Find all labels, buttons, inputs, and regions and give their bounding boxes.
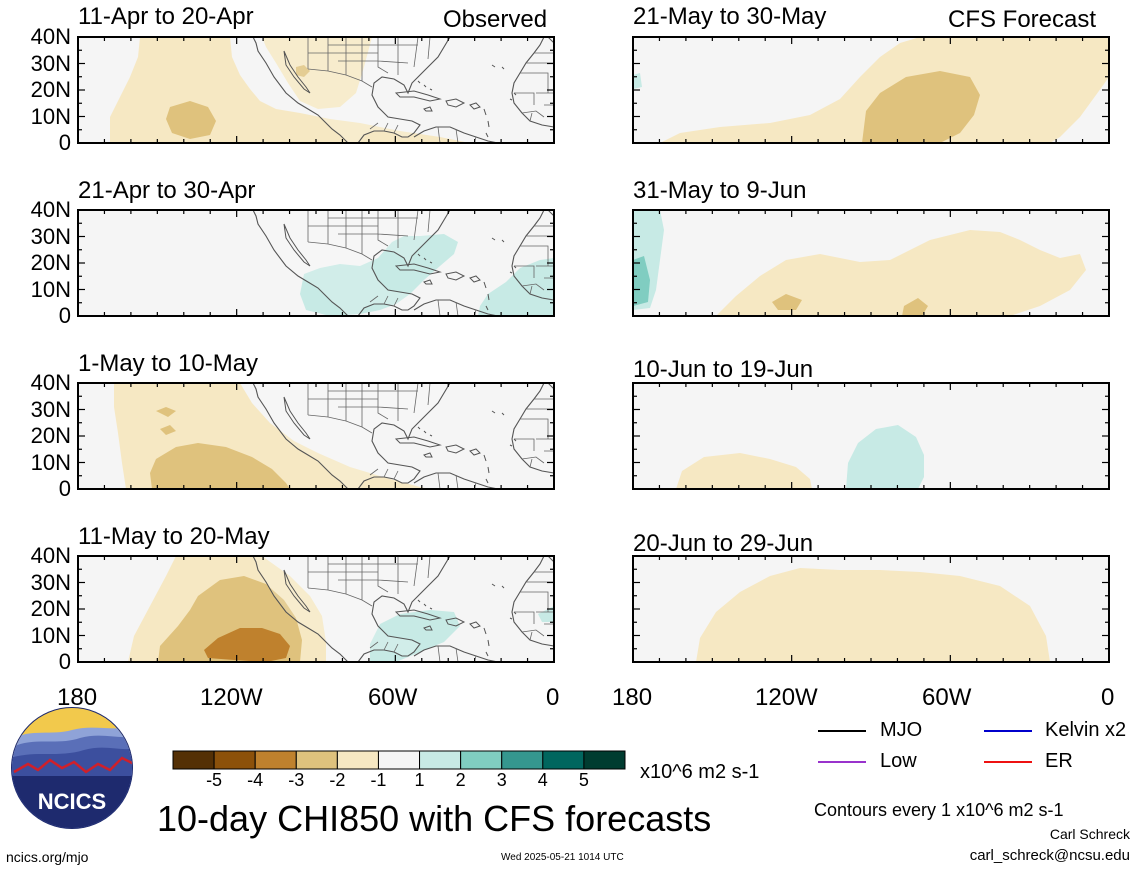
lat-label: 0 (58, 303, 71, 328)
lon-label-120w-right: 120W (755, 684, 818, 711)
colorbar-cell (336, 750, 379, 770)
lat-label: 20N (30, 596, 71, 621)
lat-label: 0 (58, 476, 71, 501)
panel-title-2: 21-Apr to 30-Apr (78, 177, 256, 204)
colorbar-tick-label: -3 (288, 770, 305, 790)
panel-title-7: 10-Jun to 19-Jun (633, 356, 814, 383)
lat-label: 20N (30, 250, 71, 275)
panel-title-3: 1-May to 10-May (78, 350, 259, 377)
lat-label: 10N (30, 622, 71, 648)
legend-line-mjo (818, 730, 866, 732)
colorbar-cell (377, 750, 421, 770)
colorbar-cell (419, 750, 462, 770)
legend-line-low (818, 761, 866, 763)
colorbar-tick-label: -1 (370, 770, 387, 790)
colorbar-cell (172, 750, 215, 770)
lat-label: 30N (30, 569, 71, 595)
panel-title-1: 11-Apr to 20-Apr (78, 3, 254, 30)
author-email: carl_schreck@ncsu.edu (969, 847, 1130, 864)
map-panel-3 (78, 383, 554, 489)
site-url: ncics.org/mjo (6, 849, 89, 865)
colorbar-cell (295, 750, 338, 770)
colorbar-units: x10^6 m2 s-1 (640, 761, 760, 783)
colorbar-cell (542, 750, 585, 770)
lon-label-0-left: 0 (546, 684, 560, 711)
legend-label-kelvin: Kelvin x2 (1045, 719, 1127, 741)
colorbar-tick-label: -5 (206, 770, 223, 790)
colorbar-tick-label: 3 (496, 770, 507, 790)
legend-label-mjo: MJO (880, 719, 923, 741)
legend-line-kelvin (984, 730, 1032, 732)
lat-label: 40N (30, 24, 71, 49)
colorbar (172, 750, 626, 770)
colorbar-cell (460, 750, 503, 770)
lon-label-0-right: 0 (1101, 684, 1115, 711)
tick-marks (77, 36, 1110, 663)
lat-label: 10N (30, 449, 71, 475)
lat-label: 30N (30, 50, 71, 76)
lat-label: 0 (58, 130, 71, 155)
panel-title-8: 20-Jun to 29-Jun (633, 530, 814, 557)
lat-label: 40N (30, 197, 71, 222)
colorbar-cell (501, 750, 544, 770)
ncics-logo: NCICS (11, 707, 133, 829)
panel-title-6: 31-May to 9-Jun (633, 177, 807, 204)
ncics-logo-text: NCICS (38, 789, 106, 814)
colorbar-tick-label: 4 (537, 770, 548, 790)
map-panel-2 (78, 210, 554, 316)
legend-label-low: Low (880, 750, 917, 772)
lat-label: 10N (30, 276, 71, 302)
colorbar-tick-label: -2 (329, 770, 346, 790)
contour-note: Contours every 1 x10^6 m2 s-1 (814, 800, 1064, 820)
map-panel-5 (633, 37, 1109, 143)
legend-line-er (984, 761, 1032, 763)
colorbar-cell (583, 750, 626, 770)
colorbar-cell (254, 750, 297, 770)
map-panel-7 (633, 383, 1109, 489)
colorbar-tick-label: -4 (247, 770, 264, 790)
map-panel-4 (78, 556, 554, 662)
lon-label-60w-left: 60W (368, 684, 418, 711)
colorbar-tick-label: 2 (455, 770, 466, 790)
lat-label: 40N (30, 370, 71, 395)
lat-label: 0 (58, 649, 71, 674)
colorbar-tick-label: 1 (414, 770, 425, 790)
colorbar-tick-label: 5 (578, 770, 589, 790)
map-panel-1 (78, 37, 554, 143)
panel-title-5: 21-May to 30-May (633, 3, 827, 30)
map-panel-6 (633, 210, 1109, 316)
legend-label-er: ER (1045, 750, 1073, 772)
lat-label: 20N (30, 423, 71, 448)
main-title: 10-day CHI850 with CFS forecasts (157, 798, 712, 839)
forecast-label: CFS Forecast (948, 6, 1097, 33)
lat-label: 40N (30, 543, 71, 568)
author-name: Carl Schreck (1049, 826, 1130, 842)
lon-label-60w-right: 60W (922, 684, 972, 711)
lon-label-120w-left: 120W (200, 684, 263, 711)
map-panel-8 (633, 556, 1109, 662)
timestamp: Wed 2025-05-21 1014 UTC (501, 852, 624, 863)
observed-label: Observed (443, 6, 548, 33)
lat-label: 10N (30, 103, 71, 129)
map-panels (77, 36, 1110, 663)
lat-label: 30N (30, 223, 71, 249)
panel-title-4: 11-May to 20-May (78, 523, 270, 550)
lon-label-180-right: 180 (612, 684, 653, 711)
lon-label-180-left: 180 (57, 684, 98, 711)
colorbar-cell (213, 750, 256, 770)
lat-label: 20N (30, 77, 71, 102)
lat-label: 30N (30, 396, 71, 422)
